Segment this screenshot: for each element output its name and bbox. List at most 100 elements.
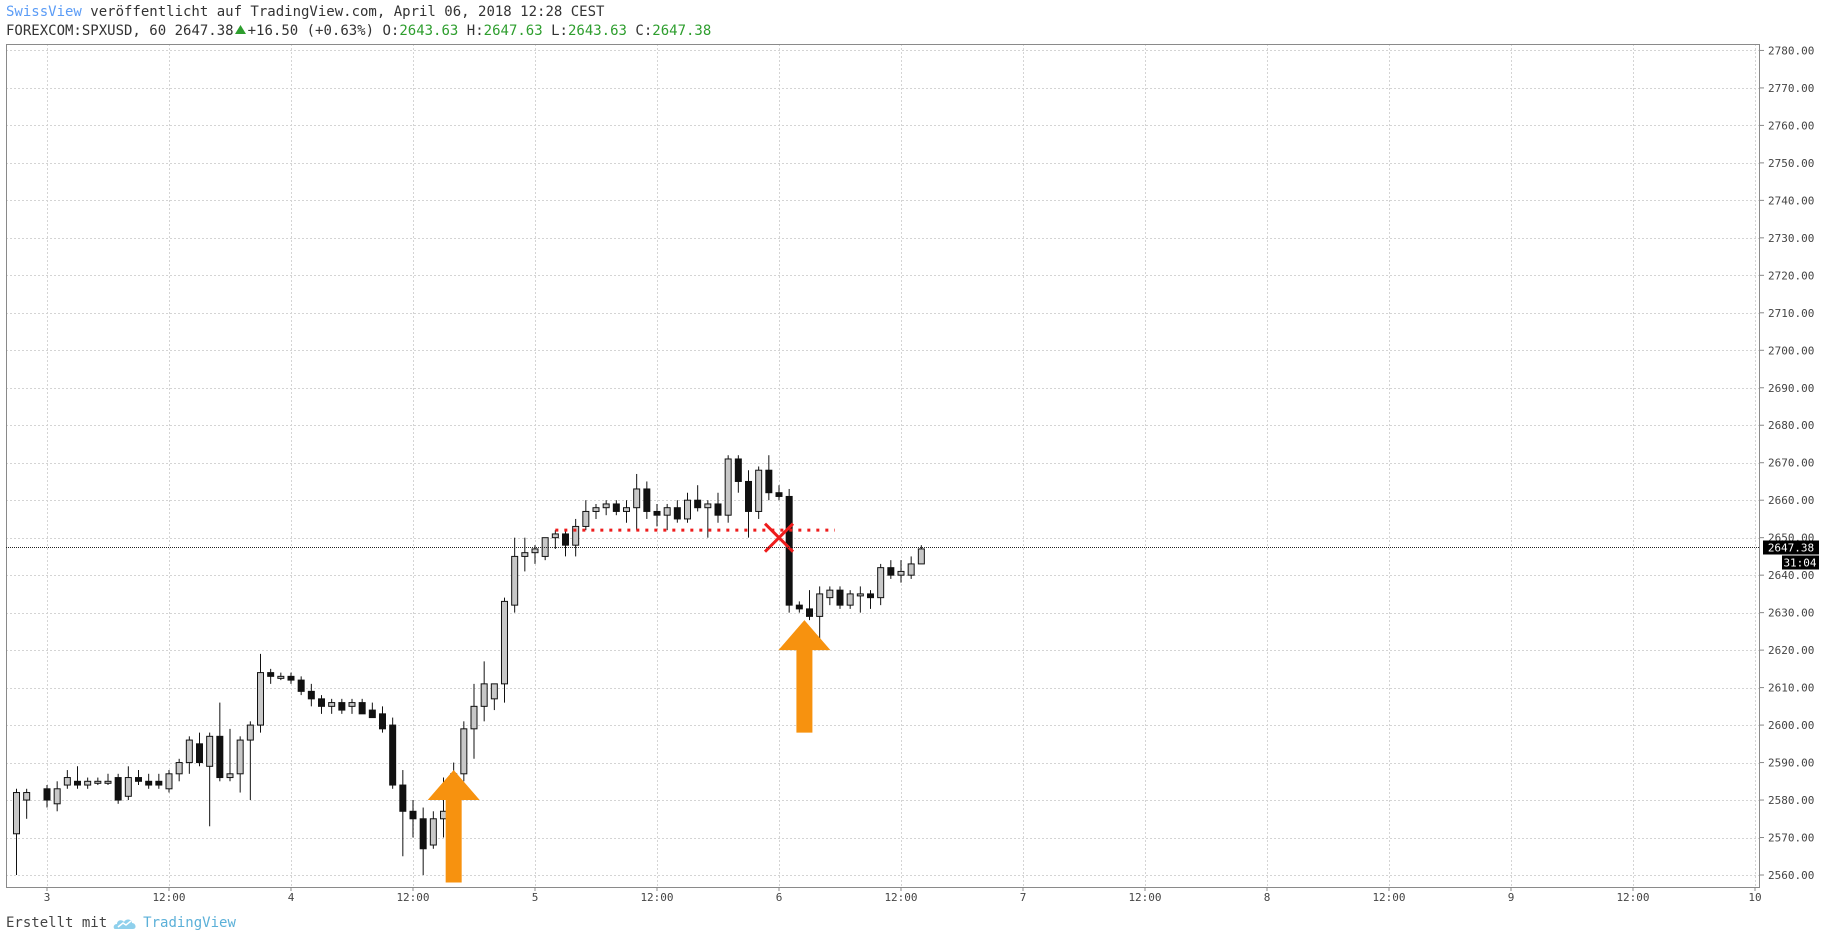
candle bbox=[165, 770, 173, 793]
candle-body bbox=[135, 777, 142, 782]
candle bbox=[145, 773, 153, 789]
footer: Erstellt mit TradingView bbox=[6, 915, 236, 931]
candle bbox=[897, 560, 905, 583]
candle bbox=[917, 545, 925, 565]
low-value: 2643.63 bbox=[567, 23, 627, 39]
candle bbox=[43, 785, 51, 808]
price-axis[interactable]: 2560.00 2570.00 2580.00 2590.00 2600.00 2610.… bbox=[1760, 44, 1814, 882]
candle-body bbox=[226, 773, 234, 779]
time-tick-label: 12:00 bbox=[1616, 891, 1649, 904]
price-tick-label: 2620.00 bbox=[1768, 644, 1814, 657]
candle bbox=[745, 470, 752, 538]
candle-body bbox=[196, 743, 203, 764]
candle-body bbox=[572, 525, 580, 546]
candle-body bbox=[124, 777, 132, 797]
up-arrow-annotation bbox=[778, 620, 831, 733]
price-tick-label: 2770.00 bbox=[1768, 82, 1814, 95]
candle bbox=[104, 773, 112, 786]
candle-body bbox=[297, 679, 305, 692]
price-tick-label: 2670.00 bbox=[1768, 457, 1814, 470]
candle bbox=[572, 518, 580, 557]
candle bbox=[480, 661, 488, 722]
candle bbox=[155, 773, 163, 789]
candle bbox=[694, 485, 702, 512]
candle bbox=[521, 537, 529, 572]
price-tick-label: 2600.00 bbox=[1768, 719, 1814, 732]
change-value: +16.50 (+0.63%) bbox=[247, 23, 375, 39]
candle-body bbox=[328, 702, 336, 707]
candle bbox=[582, 500, 590, 531]
candle bbox=[795, 601, 803, 613]
candle-body bbox=[409, 810, 417, 820]
candle bbox=[602, 500, 610, 516]
candle bbox=[460, 721, 468, 782]
time-tick-label: 12:00 bbox=[396, 891, 429, 904]
candle bbox=[196, 732, 203, 767]
candle bbox=[531, 545, 539, 564]
time-tick-label: 4 bbox=[288, 891, 295, 904]
candle-body bbox=[114, 777, 122, 801]
candle-body bbox=[846, 593, 854, 606]
candle-body bbox=[470, 705, 478, 730]
time-tick-label: 12:00 bbox=[152, 891, 185, 904]
candle-body bbox=[287, 675, 295, 681]
candle-body bbox=[745, 480, 752, 512]
candle bbox=[358, 698, 366, 715]
candle-body bbox=[704, 503, 712, 509]
time-axis[interactable]: 3 12:00 4 12:00 5 12:00 6 12:00 7 12:00 8 12:00 9 12:… bbox=[44, 887, 1762, 904]
candle bbox=[704, 500, 712, 538]
candle bbox=[429, 811, 437, 849]
candle bbox=[419, 807, 427, 875]
candle bbox=[846, 590, 854, 609]
candle bbox=[175, 758, 183, 782]
candle-body bbox=[775, 492, 783, 497]
candle-body bbox=[907, 563, 915, 576]
candle bbox=[246, 721, 254, 801]
grid-lines bbox=[6, 44, 1760, 887]
candle bbox=[63, 770, 71, 789]
price-tick-label: 2560.00 bbox=[1768, 869, 1814, 882]
candle-body bbox=[74, 780, 81, 786]
candle bbox=[490, 683, 498, 711]
countdown-value: 31:04 bbox=[1783, 556, 1816, 569]
candle bbox=[328, 698, 336, 714]
annotations bbox=[427, 522, 835, 883]
candle-body bbox=[440, 810, 447, 820]
author-link[interactable]: SwissView bbox=[6, 4, 82, 20]
candle bbox=[612, 500, 620, 516]
candle bbox=[684, 492, 691, 523]
candle-body bbox=[23, 792, 31, 801]
candle bbox=[907, 556, 915, 579]
candle-body bbox=[826, 589, 834, 599]
tradingview-link[interactable]: TradingView bbox=[113, 915, 236, 931]
close-value: 2647.38 bbox=[652, 23, 712, 39]
candle bbox=[216, 702, 224, 782]
candle bbox=[511, 537, 519, 613]
low-label: L: bbox=[551, 23, 568, 39]
candle bbox=[592, 503, 600, 519]
candle bbox=[297, 676, 305, 696]
candle bbox=[94, 777, 102, 786]
candle-body bbox=[684, 499, 691, 520]
candle bbox=[389, 717, 397, 789]
time-tick-label: 8 bbox=[1264, 891, 1271, 904]
up-arrow-annotation bbox=[427, 770, 480, 883]
cross-stroke bbox=[763, 522, 795, 553]
candle bbox=[633, 473, 641, 531]
candle-body bbox=[175, 762, 183, 775]
candle bbox=[338, 698, 346, 714]
candle-body bbox=[501, 600, 508, 685]
candle bbox=[775, 485, 783, 501]
candle-body bbox=[765, 469, 773, 494]
candle bbox=[653, 503, 661, 527]
candle bbox=[836, 586, 844, 609]
candle-body bbox=[185, 739, 193, 764]
close-label: C: bbox=[635, 23, 653, 39]
candle-body bbox=[104, 780, 112, 784]
candle-body bbox=[602, 503, 610, 509]
published-info: SwissView veröffentlicht auf TradingView… bbox=[6, 4, 604, 20]
candle bbox=[84, 777, 92, 789]
candle bbox=[135, 770, 142, 786]
candle-body bbox=[582, 510, 590, 527]
